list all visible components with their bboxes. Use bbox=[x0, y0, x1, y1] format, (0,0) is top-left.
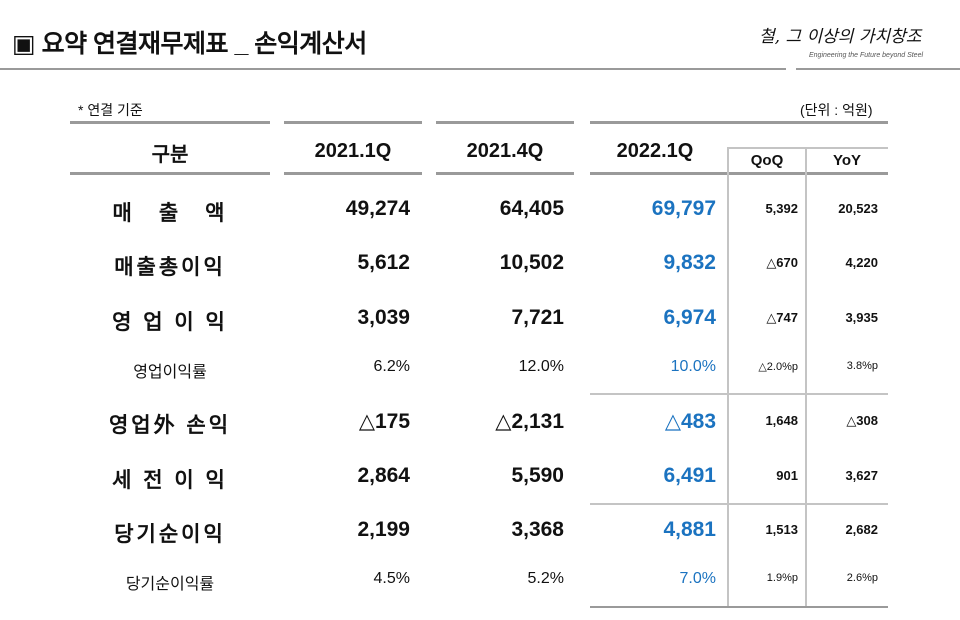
logo-slogan: 철, 그 이상의 가치창조 bbox=[759, 27, 922, 47]
compare-top-line bbox=[727, 147, 888, 149]
value-qoq: △747 bbox=[766, 310, 798, 325]
col-header-2021-4q: 2021.4Q bbox=[466, 140, 544, 162]
value-2021-1q: 5,612 bbox=[357, 251, 410, 274]
group-divider bbox=[590, 503, 888, 505]
value-yoy: 3,627 bbox=[845, 468, 878, 483]
header-top-line bbox=[436, 121, 574, 124]
logo-divider bbox=[796, 68, 960, 70]
value-2022-1q: 7.0% bbox=[679, 570, 716, 587]
value-2021-4q: 3,368 bbox=[511, 518, 564, 541]
logo-tagline: Engineering the Future beyond Steel bbox=[809, 52, 924, 59]
value-2022-1q: 9,832 bbox=[663, 251, 716, 274]
value-2022-1q: 6,491 bbox=[663, 464, 716, 487]
value-yoy: △308 bbox=[846, 413, 878, 428]
row-label: 영 업 이 익 bbox=[112, 311, 228, 334]
value-2021-1q: 2,864 bbox=[357, 464, 410, 487]
page-title: ▣ 요약 연결재무제표 _ 손익계산서 bbox=[12, 30, 367, 58]
value-2021-1q: 49,274 bbox=[345, 197, 410, 220]
col-header-2021-1q: 2021.1Q bbox=[314, 140, 392, 162]
value-2022-1q: 4,881 bbox=[663, 518, 716, 541]
row-label: 영업外 손익 bbox=[108, 414, 232, 437]
value-qoq: 901 bbox=[776, 468, 798, 483]
value-yoy: 2,682 bbox=[845, 522, 878, 537]
row-label: 세 전 이 익 bbox=[112, 469, 228, 492]
column-divider bbox=[727, 148, 729, 608]
value-2021-4q: 5.2% bbox=[527, 570, 564, 587]
header-top-line bbox=[70, 121, 270, 124]
col-header-qoq: QoQ bbox=[750, 152, 784, 169]
value-2021-1q: 3,039 bbox=[357, 306, 410, 329]
value-qoq: 1.9%p bbox=[766, 572, 798, 584]
value-2022-1q: 6,974 bbox=[663, 306, 716, 329]
value-2021-4q: 7,721 bbox=[511, 306, 564, 329]
value-2021-1q: 4.5% bbox=[373, 570, 410, 587]
header-bottom-line bbox=[70, 172, 270, 175]
value-yoy: 3.8%p bbox=[846, 360, 878, 372]
col-header-yoy: YoY bbox=[832, 152, 862, 169]
row-label: 매출총이익 bbox=[114, 256, 226, 279]
group-divider bbox=[590, 393, 888, 395]
value-2021-4q: △2,131 bbox=[495, 410, 564, 433]
table-bottom-line bbox=[590, 606, 888, 608]
header-bottom-line bbox=[590, 172, 888, 175]
header-bottom-line bbox=[284, 172, 422, 175]
header-top-line bbox=[284, 121, 422, 124]
value-2021-1q: △175 bbox=[358, 410, 410, 433]
value-2021-4q: 5,590 bbox=[511, 464, 564, 487]
value-2021-4q: 12.0% bbox=[518, 358, 564, 375]
header-top-line bbox=[590, 121, 888, 124]
value-2021-4q: 10,502 bbox=[499, 251, 564, 274]
value-yoy: 2.6%p bbox=[846, 572, 878, 584]
value-qoq: 1,513 bbox=[765, 522, 798, 537]
value-qoq: 1,648 bbox=[765, 413, 798, 428]
unit-label: (단위 : 억원) bbox=[800, 102, 873, 118]
value-yoy: 4,220 bbox=[845, 255, 878, 270]
value-2021-4q: 64,405 bbox=[499, 197, 564, 220]
col-header-2022-1q: 2022.1Q bbox=[616, 140, 694, 162]
company-logo: 철, 그 이상의 가치창조 Engineering the Future bey… bbox=[755, 22, 955, 66]
value-yoy: 20,523 bbox=[838, 201, 878, 216]
row-label: 당기순이익률 bbox=[125, 576, 215, 593]
value-qoq: 5,392 bbox=[765, 201, 798, 216]
header-bottom-line bbox=[436, 172, 574, 175]
value-2021-1q: 6.2% bbox=[373, 358, 410, 375]
value-2022-1q: 69,797 bbox=[651, 197, 716, 220]
value-2022-1q: △483 bbox=[664, 410, 716, 433]
col-header-label: 구분 bbox=[151, 144, 189, 166]
value-2022-1q: 10.0% bbox=[670, 358, 716, 375]
title-divider bbox=[0, 68, 786, 70]
basis-note: * 연결 기준 bbox=[78, 102, 143, 118]
value-2021-1q: 2,199 bbox=[357, 518, 410, 541]
row-label: 매 출 액 bbox=[112, 202, 228, 225]
value-qoq: △670 bbox=[766, 255, 798, 270]
column-divider bbox=[805, 148, 807, 608]
value-qoq: △2.0%p bbox=[758, 361, 798, 373]
row-label: 당기순이익 bbox=[114, 523, 226, 546]
value-yoy: 3,935 bbox=[845, 310, 878, 325]
row-label: 영업이익률 bbox=[133, 364, 207, 381]
